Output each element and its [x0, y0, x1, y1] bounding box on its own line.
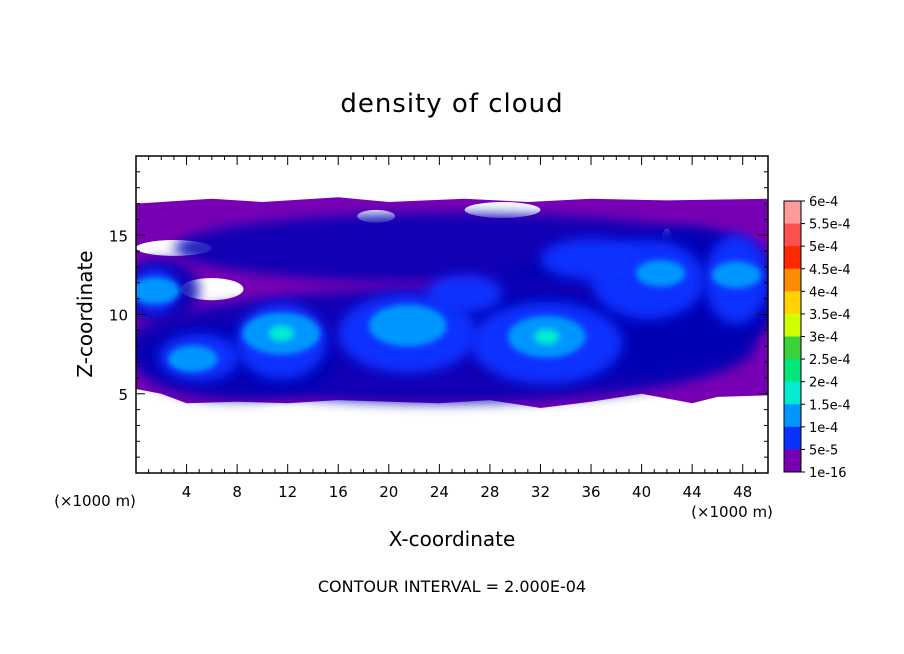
- chart-title: density of cloud: [340, 89, 563, 119]
- x-tick-label: 48: [733, 483, 752, 501]
- x-tick-label: 44: [683, 483, 702, 501]
- contour-field: [136, 156, 768, 473]
- colorbar-swatch: [784, 201, 801, 225]
- colorbar-swatch: [784, 336, 801, 360]
- contour-2e-4: [534, 328, 560, 345]
- contour-interval-note: CONTOUR INTERVAL = 2.000E-04: [318, 577, 586, 596]
- x-tick-label: 16: [329, 483, 348, 501]
- colorbar-swatch: [784, 313, 801, 337]
- contour-1e-4: [540, 238, 642, 280]
- colorbar-swatch: [784, 291, 801, 315]
- x-axis: 4 8 12 16 20 24 28 32 36 40 44 48: [148, 156, 756, 501]
- x-axis-label: X-coordinate: [389, 527, 516, 551]
- colorbar-label: 2e-4: [809, 376, 838, 391]
- x-tick-label: 24: [430, 483, 449, 501]
- colorbar-swatch: [784, 404, 801, 428]
- x-tick-label: 4: [182, 483, 192, 501]
- contour-1.5e-4: [635, 259, 686, 287]
- colorbar-label: 1.5e-4: [809, 398, 851, 413]
- y-tick-label: 5: [118, 386, 128, 404]
- x-tick-label: 36: [581, 483, 600, 501]
- contour-1.5e-4: [711, 261, 762, 289]
- contour-2e-4: [268, 325, 294, 342]
- cloud-layer: [136, 197, 768, 408]
- x-tick-label: 20: [379, 483, 398, 501]
- x-tick-label: 28: [480, 483, 499, 501]
- colorbar-label: 3e-4: [809, 331, 838, 346]
- colorbar-label: 1e-16: [809, 466, 847, 481]
- contour-1.5e-4: [368, 304, 447, 347]
- colorbar-swatch: [784, 246, 801, 270]
- colorbar-swatch: [784, 359, 801, 383]
- colorbar-label: 3.5e-4: [809, 308, 851, 323]
- x-unit-left: (×1000 m): [54, 492, 136, 510]
- contour-1.5e-4: [168, 345, 218, 373]
- colorbar-label: 4.5e-4: [809, 263, 851, 278]
- colorbar-swatch: [784, 381, 801, 405]
- y-axis-label: Z-coordinate: [73, 250, 97, 377]
- colorbar-label: 4e-4: [809, 285, 838, 300]
- contour-1e-4: [426, 274, 503, 313]
- colorbar-swatch: [784, 449, 801, 473]
- colorbar-swatch: [784, 223, 801, 247]
- y-tick-label: 10: [109, 307, 128, 325]
- colorbar-label: 2.5e-4: [809, 353, 851, 368]
- colorbar-label: 5e-4: [809, 240, 838, 255]
- colorbar-swatch: [784, 426, 801, 450]
- contour-1.5e-4: [136, 277, 180, 305]
- colorbar-label: 5e-5: [809, 443, 838, 458]
- x-tick-label: 12: [278, 483, 297, 501]
- y-tick-label: 15: [109, 227, 128, 245]
- x-tick-label: 40: [632, 483, 651, 501]
- colorbar: 6e-4 5.5e-4 5e-4 4.5e-4 4e-4 3.5e-4 3e-4 2.5e-4…: [783, 195, 851, 481]
- y-axis: 5 10 15: [109, 171, 768, 458]
- colorbar-label: 5.5e-4: [809, 218, 851, 233]
- colorbar-label: 1e-4: [809, 421, 838, 436]
- x-unit-right: (×1000 m): [691, 503, 773, 521]
- x-tick-label: 8: [232, 483, 242, 501]
- x-tick-label: 32: [531, 483, 550, 501]
- colorbar-label: 6e-4: [809, 195, 838, 210]
- colorbar-swatch: [784, 268, 801, 292]
